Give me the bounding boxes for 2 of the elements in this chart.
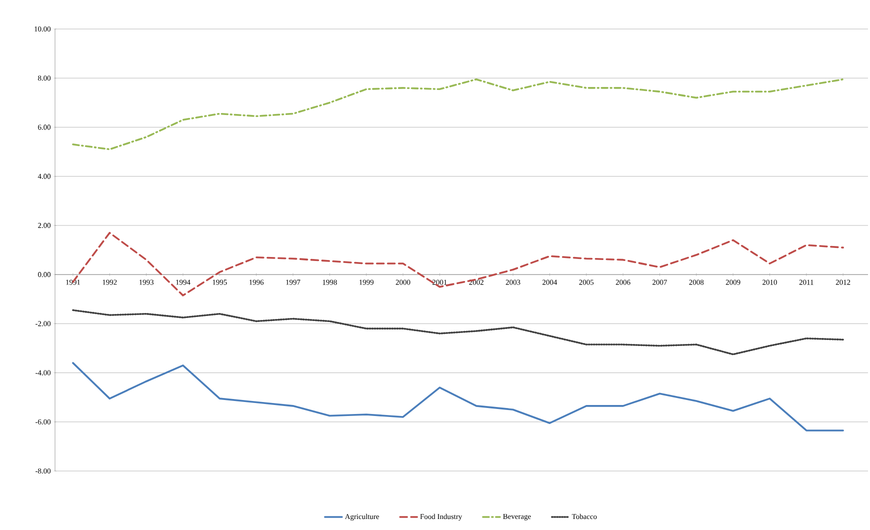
line-series	[72, 78, 844, 150]
line-series	[72, 309, 844, 356]
